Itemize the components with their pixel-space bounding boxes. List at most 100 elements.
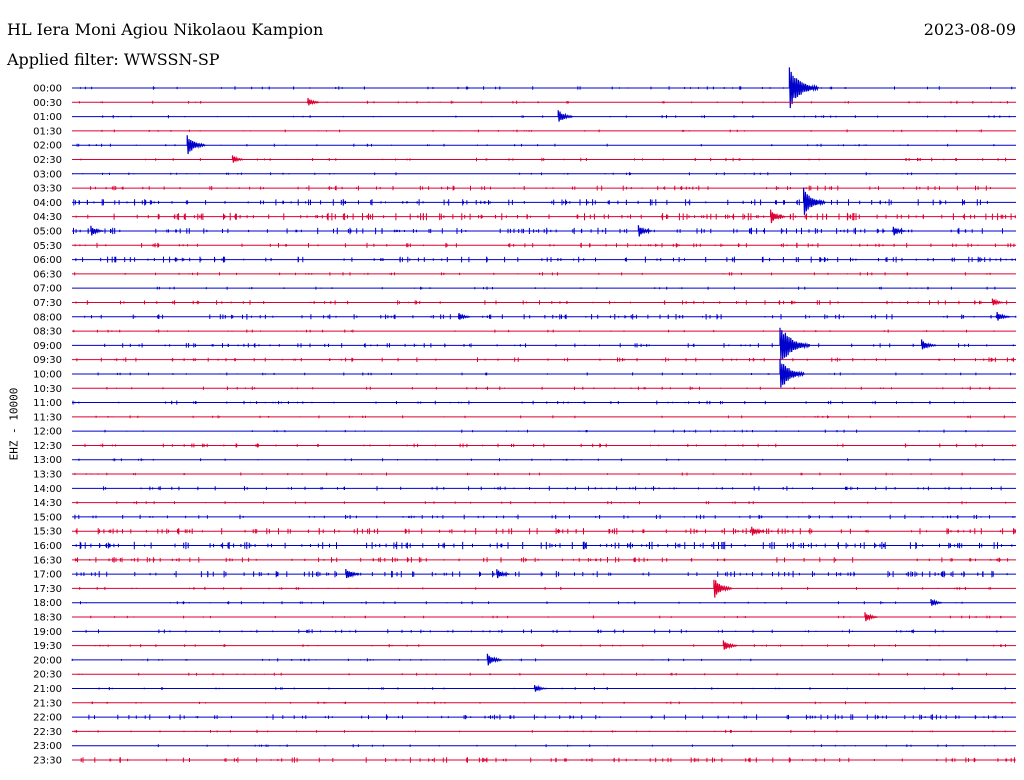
time-tick-label: 10:30 [33, 384, 62, 395]
seismic-event [996, 311, 1011, 321]
trace-noise [156, 286, 996, 290]
trace-noise [78, 458, 1004, 462]
trace-noise [71, 658, 968, 662]
seismic-event [307, 97, 320, 106]
seismic-event [921, 339, 936, 350]
time-tick-label: 22:30 [33, 727, 62, 738]
trace-noise [102, 115, 1010, 119]
trace-noise [104, 429, 989, 433]
trace-noise [73, 329, 995, 333]
filter-label: Applied filter: WWSSN-SP [7, 50, 220, 69]
seismic-event [534, 684, 546, 692]
trace-noise [90, 615, 1002, 619]
time-tick-label: 04:30 [33, 212, 62, 223]
seismic-event [231, 155, 244, 163]
trace-noise [157, 744, 996, 748]
trace-noise [75, 256, 1016, 263]
trace-noise [97, 372, 1012, 376]
time-tick-label: 17:30 [33, 584, 62, 595]
trace-noise [80, 757, 1015, 763]
seismic-event [788, 67, 819, 109]
seismic-event [458, 313, 471, 320]
time-tick-label: 04:00 [33, 198, 62, 209]
time-tick-label: 20:00 [33, 655, 62, 666]
time-tick-label: 13:00 [33, 455, 62, 466]
seismic-event [486, 653, 503, 666]
time-tick-label: 22:00 [33, 713, 62, 724]
time-tick-label: 20:30 [33, 670, 62, 681]
time-tick-label: 21:30 [33, 698, 62, 709]
trace-noise [88, 714, 1003, 720]
trace-noise [106, 386, 1001, 391]
seismic-event [803, 187, 826, 215]
time-tick-label: 12:00 [33, 427, 62, 438]
trace-noise [76, 501, 1007, 505]
time-tick-label: 08:30 [33, 327, 62, 338]
seismic-event [779, 327, 810, 360]
seismic-event [930, 598, 943, 606]
time-tick-label: 10:00 [33, 369, 62, 380]
time-tick-label: 00:30 [33, 98, 62, 109]
time-tick-label: 05:00 [33, 226, 62, 237]
trace-noise [74, 729, 1006, 733]
time-tick-label: 11:00 [33, 398, 62, 409]
time-tick-label: 01:00 [33, 112, 62, 123]
time-tick-label: 23:00 [33, 741, 62, 752]
trace-noise [84, 314, 1017, 320]
time-tick-label: 14:00 [33, 484, 62, 495]
time-tick-label: 18:30 [33, 613, 62, 624]
time-tick-label: 13:30 [33, 470, 62, 481]
time-tick-label: 09:00 [33, 341, 62, 352]
trace-noise [84, 443, 1017, 448]
seismic-event [779, 358, 805, 388]
trace-noise [85, 629, 998, 634]
trace-noise [78, 672, 988, 676]
trace-noise [75, 212, 1016, 221]
trace-noise [73, 227, 1003, 235]
time-tick-label: 02:30 [33, 155, 62, 166]
seismic-event [496, 569, 510, 579]
trace-noise [103, 486, 1002, 491]
trace-noise [74, 242, 1015, 248]
trace-noise [80, 601, 963, 605]
trace-noise [90, 701, 1013, 705]
seismic-event [345, 568, 360, 579]
time-tick-label: 05:30 [33, 241, 62, 252]
seismic-event [713, 579, 733, 598]
time-tick-label: 11:30 [33, 412, 62, 423]
time-tick-label: 06:00 [33, 255, 62, 266]
trace-noise [79, 86, 1013, 90]
trace-noise [101, 129, 982, 133]
trace-noise [79, 100, 1008, 104]
time-tick-label: 12:30 [33, 441, 62, 452]
time-tick-label: 15:30 [33, 527, 62, 538]
trace-noise [74, 272, 991, 276]
trace-noise [90, 185, 991, 191]
seismic-event [722, 640, 738, 650]
time-tick-label: 03:30 [33, 184, 62, 195]
trace-noise [76, 357, 1014, 362]
record-date: 2023-08-09 [923, 20, 1016, 39]
trace-noise [94, 644, 1006, 648]
seismic-event [637, 225, 653, 237]
seismic-event [186, 135, 206, 155]
trace-noise [75, 300, 1008, 305]
trace-noise [79, 586, 992, 590]
time-tick-label: 09:30 [33, 355, 62, 366]
station-title: HL Iera Moni Agiou Nikolaou Kampion [7, 20, 324, 39]
time-tick-label: 14:30 [33, 498, 62, 509]
time-tick-label: 07:30 [33, 298, 62, 309]
trace-noise [76, 570, 1008, 578]
time-tick-label: 17:00 [33, 570, 62, 581]
seismic-event [892, 226, 907, 236]
trace-noise [72, 400, 1013, 405]
time-tick-label: 15:00 [33, 512, 62, 523]
time-tick-label: 02:00 [33, 141, 62, 152]
time-tick-label: 03:00 [33, 169, 62, 180]
time-tick-label: 08:00 [33, 312, 62, 323]
trace-noise [72, 172, 957, 176]
seismic-event [991, 298, 1004, 306]
time-tick-label: 18:00 [33, 598, 62, 609]
